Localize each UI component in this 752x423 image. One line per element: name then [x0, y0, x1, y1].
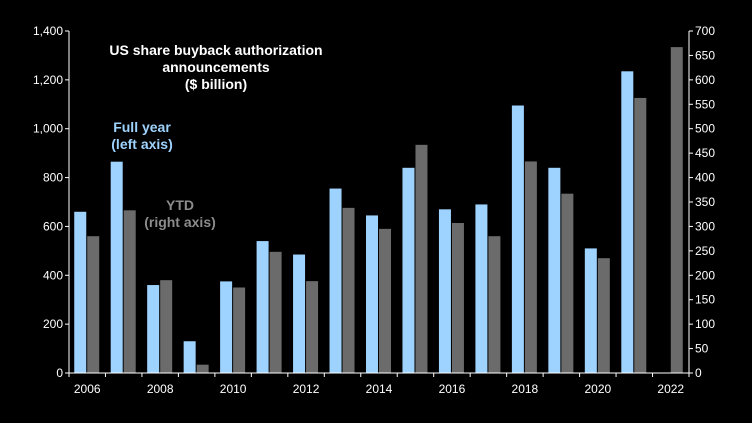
y-left-tick-label: 1,000: [33, 122, 63, 136]
bar-ytd-2013: [342, 207, 355, 373]
bar-full-year-2017: [475, 204, 488, 373]
y-right-tick-label: 450: [695, 146, 715, 160]
bar-ytd-2017: [488, 236, 501, 373]
bar-ytd-2019: [561, 193, 574, 373]
bar-ytd-2012: [306, 281, 319, 373]
x-tick-label: 2022: [657, 382, 684, 396]
bar-full-year-2018: [511, 105, 524, 373]
x-tick-label: 2012: [293, 382, 320, 396]
bar-ytd-2020: [597, 258, 610, 373]
chart-title-line: ($ billion): [184, 76, 248, 92]
x-tick-label: 2008: [147, 382, 174, 396]
bar-ytd-2008: [160, 280, 173, 373]
y-right-tick-label: 50: [695, 342, 709, 356]
bar-full-year-2019: [548, 167, 561, 373]
x-tick-label: 2014: [366, 382, 393, 396]
bar-full-year-2008: [147, 285, 160, 373]
chart-title-line: US share buyback authorization: [109, 42, 323, 58]
bar-full-year-2013: [329, 188, 342, 373]
bar-full-year-2021: [621, 71, 634, 374]
bar-full-year-2006: [74, 211, 87, 373]
bars-group: [74, 47, 683, 374]
y-left-tick-label: 600: [43, 219, 63, 233]
y-right-tick-label: 650: [695, 48, 715, 62]
x-tick-label: 2016: [439, 382, 466, 396]
bar-ytd-2015: [415, 144, 428, 373]
series-label-full-year: Full year (left axis): [97, 119, 187, 153]
y-right-tick-label: 600: [695, 73, 715, 87]
bar-ytd-2022: [670, 47, 683, 373]
bar-ytd-2006: [87, 236, 100, 373]
bar-ytd-2014: [379, 228, 391, 373]
bar-ytd-2007: [123, 210, 136, 373]
chart-title-line: announcements: [162, 59, 270, 75]
x-tick-label: 2006: [74, 382, 101, 396]
series-label-line: (right axis): [144, 214, 216, 230]
bar-ytd-2009: [196, 364, 209, 373]
y-right-tick-label: 350: [695, 195, 715, 209]
bar-ytd-2021: [634, 97, 647, 373]
bar-full-year-2015: [402, 167, 415, 373]
bar-full-year-2011: [256, 241, 269, 373]
series-label-line: (left axis): [111, 136, 173, 152]
y-right-tick-label: 100: [695, 317, 715, 331]
bar-full-year-2009: [183, 341, 196, 373]
y-left-tick-label: 0: [56, 366, 63, 380]
bar-ytd-2016: [451, 223, 464, 373]
series-label-line: Full year: [113, 119, 171, 135]
y-right-tick-label: 250: [695, 244, 715, 258]
y-right-tick-label: 550: [695, 97, 715, 111]
x-tick-label: 2018: [512, 382, 539, 396]
bar-full-year-2014: [366, 215, 378, 373]
y-right-tick-label: 400: [695, 171, 715, 185]
x-tick-label: 2020: [584, 382, 611, 396]
bar-full-year-2012: [293, 254, 306, 373]
y-left-tick-label: 1,400: [33, 24, 63, 38]
bar-full-year-2016: [438, 209, 451, 373]
bar-full-year-2007: [110, 161, 123, 373]
y-right-tick-label: 200: [695, 268, 715, 282]
y-right-tick-label: 500: [695, 122, 715, 136]
series-label-ytd: YTD (right axis): [130, 197, 230, 231]
bar-ytd-2018: [524, 161, 537, 373]
ticks-group: 0 200 400 600 800 1,000 1,200 1,400 0 50 100 150 200…: [33, 24, 715, 396]
x-tick-label: 2010: [220, 382, 247, 396]
bar-ytd-2011: [269, 251, 282, 373]
y-left-tick-label: 400: [43, 268, 63, 282]
bar-ytd-2010: [233, 287, 246, 373]
y-left-tick-label: 800: [43, 171, 63, 185]
y-left-tick-label: 1,200: [33, 73, 63, 87]
y-right-tick-label: 700: [695, 24, 715, 38]
y-right-tick-label: 0: [695, 366, 702, 380]
chart-title: US share buyback authorization announcem…: [100, 42, 332, 93]
y-right-tick-label: 150: [695, 293, 715, 307]
bar-full-year-2010: [220, 281, 233, 373]
y-left-tick-label: 200: [43, 317, 63, 331]
bar-full-year-2020: [584, 248, 597, 373]
series-label-line: YTD: [166, 197, 194, 213]
y-right-tick-label: 300: [695, 219, 715, 233]
